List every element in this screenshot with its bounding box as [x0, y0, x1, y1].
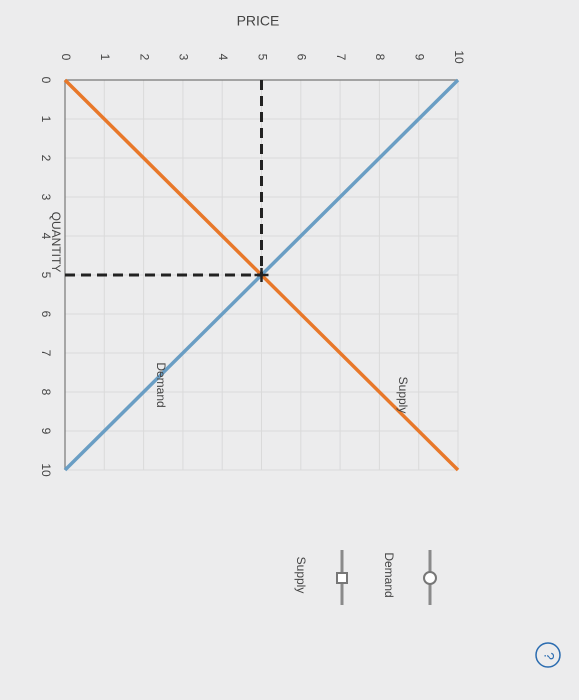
equilibrium-point	[254, 268, 269, 282]
y-tick-label: 2	[137, 54, 151, 61]
legend-tool-handle[interactable]	[336, 572, 348, 584]
x-tick-label: 7	[39, 350, 53, 357]
x-tick-label: 5	[39, 272, 53, 279]
y-tick-label: 4	[216, 54, 230, 61]
y-tick-label: 6	[295, 54, 309, 61]
y-tick-label: 10	[452, 50, 466, 64]
x-tick-label: 4	[39, 233, 53, 240]
y-tick-label: 9	[413, 54, 427, 61]
x-tick-label: 8	[39, 389, 53, 396]
x-axis-title: QUANTITY	[49, 212, 63, 273]
series-label: Demand	[154, 362, 168, 407]
y-axis-title: PRICE	[237, 13, 280, 29]
x-tick-label: 2	[39, 155, 53, 162]
y-tick-label: 5	[255, 54, 269, 61]
y-tick-label: 3	[177, 54, 191, 61]
x-tick-label: 10	[39, 463, 53, 477]
y-tick-label: 1	[98, 54, 112, 61]
x-tick-label: 1	[39, 116, 53, 123]
x-tick-label: 6	[39, 311, 53, 318]
x-tick-label: 0	[39, 77, 53, 84]
y-tick-label: 8	[373, 54, 387, 61]
y-tick-label: 7	[334, 54, 348, 61]
legend-label: Supply	[294, 557, 308, 594]
series-label: Supply	[396, 377, 410, 414]
x-tick-label: 3	[39, 194, 53, 201]
help-label[interactable]: ?	[541, 652, 557, 660]
legend-label: Demand	[382, 552, 396, 597]
legend-tool-handle[interactable]	[423, 571, 437, 585]
y-tick-label: 0	[59, 54, 73, 61]
help-icon[interactable]	[535, 642, 561, 668]
x-tick-label: 9	[39, 428, 53, 435]
